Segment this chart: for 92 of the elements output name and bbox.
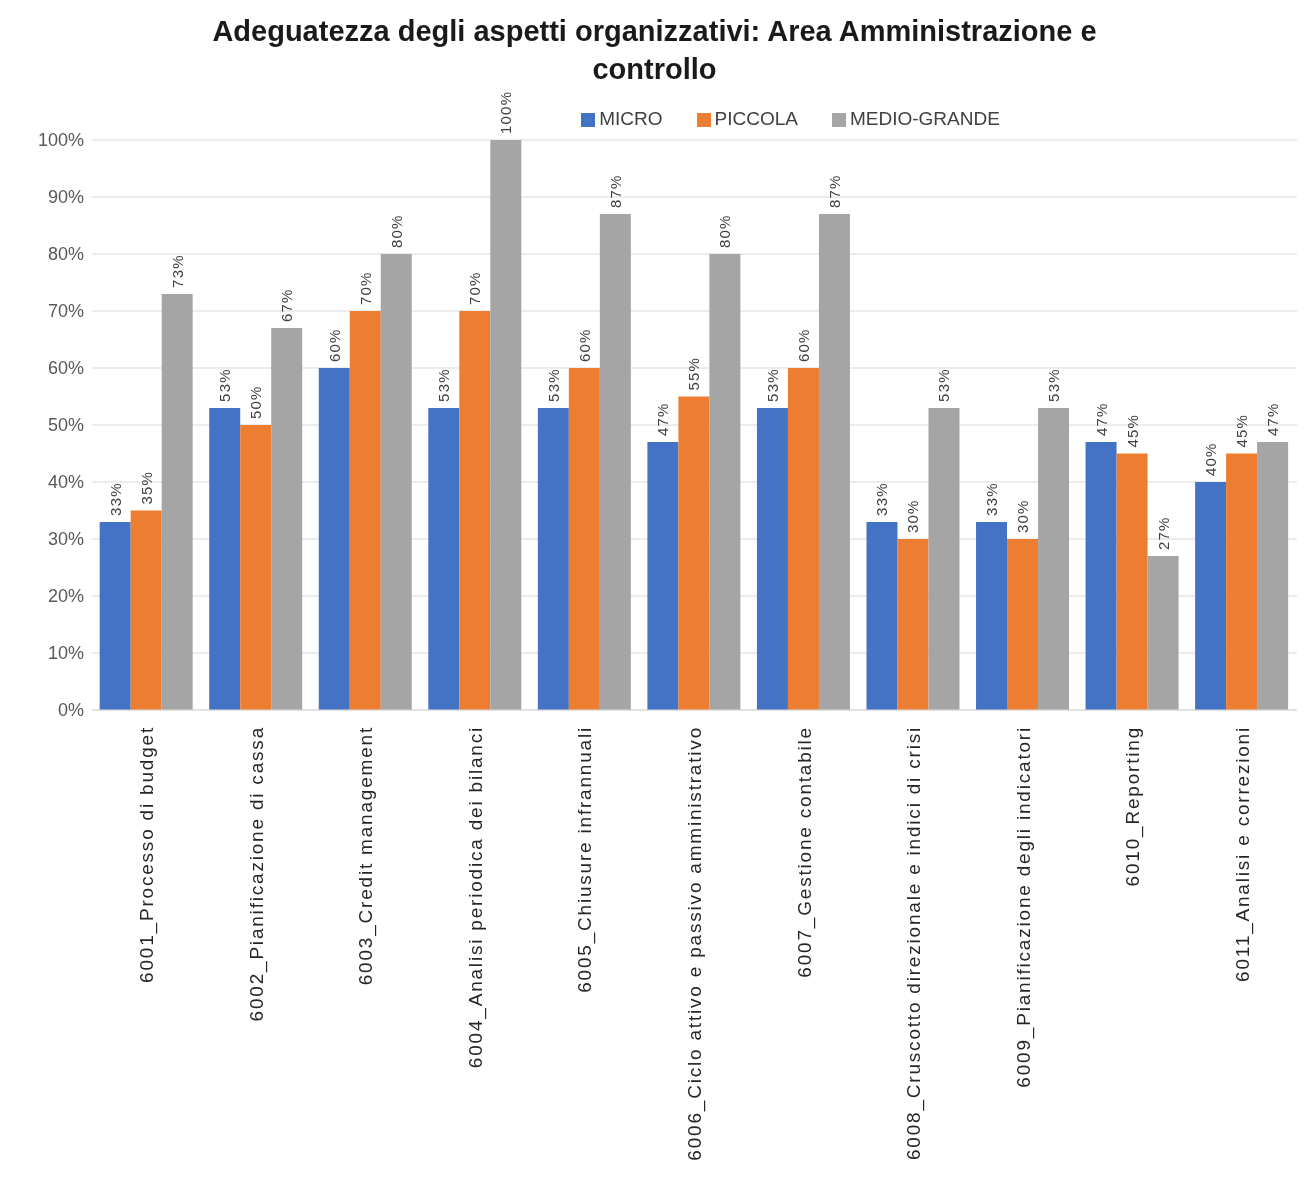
x-tick-label: 6002_Pianificazione di cassa <box>245 726 268 1022</box>
data-label: 30% <box>1014 499 1032 533</box>
bar <box>1257 442 1289 710</box>
data-label: 35% <box>137 470 155 505</box>
data-label: 70% <box>356 271 374 305</box>
data-label: 70% <box>466 271 484 305</box>
bar <box>318 368 350 710</box>
data-label: 53% <box>435 368 453 402</box>
bar <box>161 293 193 710</box>
bar <box>928 407 960 710</box>
bar <box>99 521 131 710</box>
bar <box>537 407 569 710</box>
legend-label: PICCOLA <box>714 108 798 129</box>
data-label: 73% <box>168 254 186 288</box>
bar <box>1116 453 1148 710</box>
data-label: 53% <box>935 368 953 402</box>
bar <box>709 254 741 710</box>
data-label: 60% <box>325 328 343 362</box>
y-tick-label: 70% <box>47 301 84 322</box>
data-label: 53% <box>216 368 234 402</box>
data-label: 33% <box>983 482 1001 516</box>
data-label: 67% <box>278 288 296 323</box>
data-label: 87% <box>825 174 843 209</box>
data-label: 60% <box>794 328 812 362</box>
x-tick-label: 6005_Chiusure infrannuali <box>574 726 597 993</box>
x-tick-label: 6007_Gestione contabile <box>793 726 816 978</box>
y-tick-label: 50% <box>47 415 84 436</box>
bar <box>271 328 303 710</box>
data-label: 47% <box>1264 402 1282 437</box>
y-tick-label: 90% <box>47 187 84 208</box>
data-label: 40% <box>1202 442 1220 476</box>
data-label: 45% <box>1233 413 1251 448</box>
bar <box>756 407 788 710</box>
bar <box>976 521 1008 710</box>
data-label: 33% <box>873 482 891 516</box>
bar <box>678 396 710 710</box>
data-label: 50% <box>247 385 265 419</box>
data-label: 30% <box>904 499 922 533</box>
data-label: 47% <box>1092 402 1110 437</box>
bar <box>1195 482 1227 710</box>
bar <box>568 368 600 710</box>
x-tick-label: 6010_Reporting <box>1122 726 1145 887</box>
data-label: 87% <box>606 174 624 209</box>
data-label: 60% <box>575 328 593 362</box>
bar <box>209 407 241 710</box>
bar <box>866 521 898 710</box>
y-tick-label: 60% <box>47 358 84 379</box>
y-tick-label: 30% <box>47 529 84 550</box>
chart-title: Adeguatezza degli aspetti organizzativi: Area Amministrazione e controllo <box>211 14 1098 87</box>
data-label: 33% <box>106 482 124 516</box>
y-tick-label: 20% <box>47 586 84 607</box>
data-label: 55% <box>685 356 703 391</box>
bar <box>428 407 460 710</box>
bar <box>647 442 679 710</box>
x-tick-label: 6003_Credit management <box>355 726 378 986</box>
y-tick-label: 80% <box>47 244 84 265</box>
y-tick-label: 100% <box>37 130 84 151</box>
bar <box>787 368 819 710</box>
data-label: 53% <box>1045 368 1063 402</box>
data-label: 53% <box>763 368 781 402</box>
x-tick-label: 6008_Cruscotto direzionale e indici di crisi <box>903 726 926 1161</box>
y-tick-label: 40% <box>47 472 84 493</box>
bar <box>1007 539 1039 710</box>
data-label: 27% <box>1154 516 1172 551</box>
data-label: 47% <box>654 402 672 437</box>
bar <box>1147 556 1179 710</box>
bar <box>1038 407 1070 710</box>
legend-label: MICRO <box>599 108 663 129</box>
data-label: 80% <box>716 214 734 248</box>
x-tick-label: 6011_Analisi e correzioni <box>1231 726 1254 982</box>
y-tick-label: 0% <box>57 700 84 721</box>
bar <box>1226 453 1258 710</box>
y-tick-label: 10% <box>47 643 84 664</box>
bar <box>240 425 272 710</box>
bar <box>459 311 491 710</box>
bar <box>490 140 522 710</box>
bar <box>897 539 929 710</box>
x-tick-label: 6004_Analisi periodica dei bilanci <box>464 726 487 1069</box>
bar <box>349 311 381 710</box>
data-label: 80% <box>387 214 405 248</box>
x-tick-label: 6001_Processo di budget <box>136 726 159 983</box>
bar <box>1085 442 1117 710</box>
bar <box>599 214 631 710</box>
data-label: 100% <box>497 90 515 134</box>
bar <box>818 214 850 710</box>
data-label: 53% <box>544 368 562 402</box>
x-tick-label: 6006_Ciclo attivo e passivo amministrativo <box>684 726 706 1161</box>
data-label: 45% <box>1123 413 1141 448</box>
bar <box>380 254 412 710</box>
x-tick-label: 6009_Pianificazione degli indicatori <box>1012 726 1035 1088</box>
legend-label: MEDIO-GRANDE <box>849 108 1000 129</box>
bar <box>130 510 162 710</box>
